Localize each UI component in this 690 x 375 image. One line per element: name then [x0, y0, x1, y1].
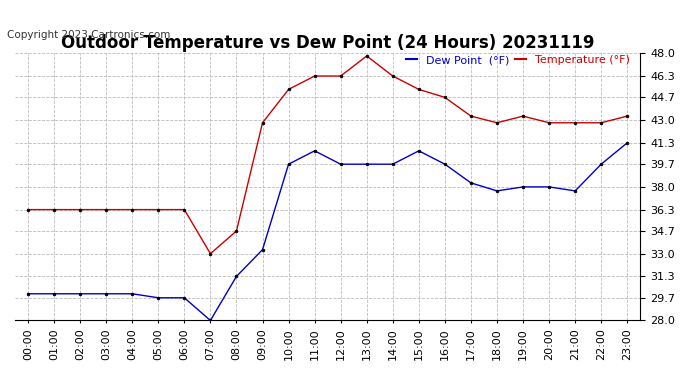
Text: Copyright 2023 Cartronics.com: Copyright 2023 Cartronics.com — [7, 30, 170, 40]
Legend: Dew Point  (°F), Temperature (°F): Dew Point (°F), Temperature (°F) — [402, 51, 634, 69]
Title: Outdoor Temperature vs Dew Point (24 Hours) 20231119: Outdoor Temperature vs Dew Point (24 Hou… — [61, 34, 594, 52]
